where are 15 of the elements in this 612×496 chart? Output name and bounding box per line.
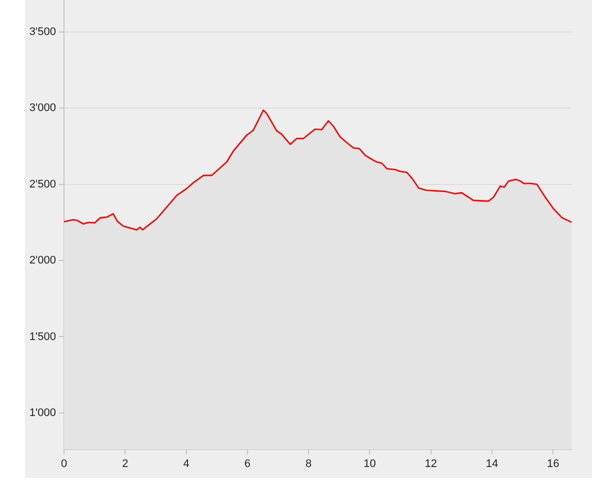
- x-tick-label: 10: [364, 458, 376, 470]
- x-tick-label: 6: [244, 458, 250, 470]
- y-tick-label: 1'500: [29, 330, 56, 343]
- y-tick-label: 2'500: [29, 178, 56, 190]
- x-tick-label: 8: [306, 458, 312, 470]
- x-tick-label: 0: [60, 458, 68, 470]
- x-tick-label: 16: [547, 458, 560, 470]
- y-tick-label: 3'500: [29, 26, 56, 38]
- y-tick-label: 3'000: [29, 102, 56, 114]
- y-tick-label: 1'000: [29, 406, 56, 419]
- x-tick-label: 14: [486, 458, 498, 470]
- y-tick-label: 2'000: [29, 254, 56, 267]
- x-tick-label: 12: [424, 458, 437, 470]
- x-tick-label: 4: [183, 458, 190, 470]
- x-tick-label: 2: [122, 458, 128, 470]
